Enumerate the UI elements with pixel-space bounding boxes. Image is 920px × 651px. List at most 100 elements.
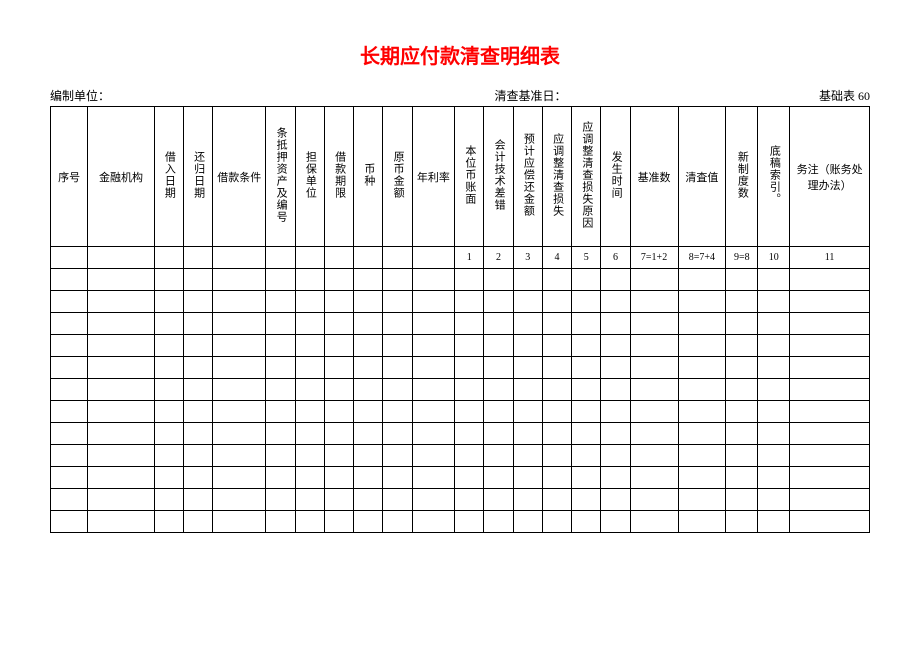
hdr-est-repay: 预计应偿还金额 [513, 107, 542, 247]
cell [295, 423, 324, 445]
cell [758, 335, 790, 357]
cell-f1: 1 [455, 247, 484, 269]
cell [266, 247, 295, 269]
cell [295, 269, 324, 291]
cell [572, 511, 601, 533]
cell [88, 401, 154, 423]
cell [51, 511, 88, 533]
cell [383, 401, 412, 423]
cell [542, 357, 571, 379]
cell [213, 467, 266, 489]
hdr-mortgage: 条抵押资产及编号 [266, 107, 295, 247]
cell [213, 313, 266, 335]
cell [601, 313, 630, 335]
cell [484, 489, 513, 511]
cell [412, 401, 455, 423]
cell [412, 313, 455, 335]
cell [88, 445, 154, 467]
cell [758, 511, 790, 533]
cell [295, 379, 324, 401]
cell [383, 335, 412, 357]
cell [88, 357, 154, 379]
cell [383, 445, 412, 467]
table-row [51, 401, 870, 423]
cell [354, 511, 383, 533]
cell-f10: 10 [758, 247, 790, 269]
cell [354, 313, 383, 335]
cell [324, 489, 353, 511]
cell [484, 357, 513, 379]
cell [183, 379, 212, 401]
cell [183, 247, 212, 269]
cell [758, 313, 790, 335]
cell [183, 401, 212, 423]
cell [154, 269, 183, 291]
cell [726, 445, 758, 467]
cell [601, 467, 630, 489]
hdr-base-cny: 本位币账面 [455, 107, 484, 247]
cell [183, 511, 212, 533]
cell [295, 357, 324, 379]
cell [383, 489, 412, 511]
cell [412, 247, 455, 269]
cell [354, 445, 383, 467]
cell [678, 401, 726, 423]
cell [183, 467, 212, 489]
info-center: 清查基准日： [375, 87, 820, 104]
cell [790, 511, 870, 533]
cell [542, 313, 571, 335]
hdr-new-sys: 新制度数 [726, 107, 758, 247]
cell [542, 379, 571, 401]
cell [601, 489, 630, 511]
cell [354, 379, 383, 401]
cell [213, 335, 266, 357]
cell [513, 335, 542, 357]
cell [412, 357, 455, 379]
cell [630, 423, 678, 445]
cell [295, 247, 324, 269]
cell [324, 511, 353, 533]
cell [383, 247, 412, 269]
cell [726, 489, 758, 511]
page-title: 长期应付款清查明细表 [50, 40, 870, 69]
cell [295, 467, 324, 489]
cell [455, 445, 484, 467]
cell [295, 489, 324, 511]
cell [412, 379, 455, 401]
cell [88, 313, 154, 335]
cell [324, 247, 353, 269]
formula-row: 1 2 3 4 5 6 7=1+2 8=7+4 9=8 10 11 [51, 247, 870, 269]
hdr-acct-diff: 会计技术差错 [484, 107, 513, 247]
cell [572, 467, 601, 489]
cell [88, 247, 154, 269]
cell [266, 401, 295, 423]
cell [183, 335, 212, 357]
cell [51, 401, 88, 423]
table-row [51, 335, 870, 357]
cell [88, 291, 154, 313]
cell [324, 335, 353, 357]
cell [542, 291, 571, 313]
cell [51, 357, 88, 379]
cell-f5: 5 [572, 247, 601, 269]
cell [266, 357, 295, 379]
cell [383, 423, 412, 445]
cell [726, 423, 758, 445]
cell [513, 467, 542, 489]
cell [542, 511, 571, 533]
cell [412, 291, 455, 313]
header-row: 序号 金融机构 借入日期 还归日期 借款条件 条抵押资产及编号 担保单位 借款期… [51, 107, 870, 247]
cell [354, 489, 383, 511]
cell [630, 313, 678, 335]
cell [383, 511, 412, 533]
cell [51, 423, 88, 445]
cell [678, 423, 726, 445]
cell [790, 313, 870, 335]
hdr-verify-val: 清査值 [678, 107, 726, 247]
cell [758, 489, 790, 511]
cell [758, 357, 790, 379]
cell [266, 467, 295, 489]
cell [758, 269, 790, 291]
cell [790, 335, 870, 357]
cell [601, 291, 630, 313]
